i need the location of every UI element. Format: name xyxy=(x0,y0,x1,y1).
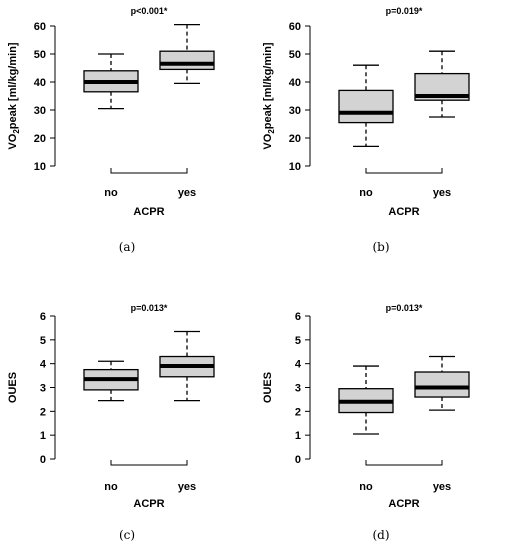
chart-title: p=0.013* xyxy=(386,303,423,313)
box-yes xyxy=(414,355,470,411)
x-tick-label: no xyxy=(359,187,373,199)
chart-panel-1: p=0.019* 10 20 30 40 50 60 VO2peak [ml/kg/min] n… xyxy=(262,6,470,218)
box-no xyxy=(338,64,394,148)
y-tick-label: 4 xyxy=(295,359,302,371)
y-tick-label: 6 xyxy=(40,311,46,323)
y-tick-label: 10 xyxy=(34,161,46,173)
y-tick-label: 60 xyxy=(34,21,46,33)
x-tick-label: no xyxy=(104,481,118,493)
iqr-box xyxy=(414,371,470,398)
box-yes xyxy=(159,330,215,402)
x-tick-label: yes xyxy=(178,481,196,493)
y-tick-label: 40 xyxy=(34,77,46,89)
x-axis-label: ACPR xyxy=(133,206,164,218)
x-tick-label: no xyxy=(104,187,118,199)
y-tick-label: 1 xyxy=(295,430,301,442)
y-tick-label: 30 xyxy=(289,105,301,117)
chart-title: p=0.013* xyxy=(131,303,168,313)
y-tick-label: 60 xyxy=(289,21,301,33)
iqr-box xyxy=(159,50,215,71)
chart-panel-2: p=0.013* 0 1 2 3 4 5 6 OUES no yes ACPR xyxy=(7,303,215,510)
y-tick-label: 1 xyxy=(40,430,46,442)
y-tick-label: 4 xyxy=(40,359,47,371)
x-axis xyxy=(365,460,443,466)
y-tick-label: 2 xyxy=(40,406,46,418)
box-no xyxy=(83,53,139,110)
y-tick-label: 0 xyxy=(40,454,46,466)
x-axis-label: ACPR xyxy=(133,498,164,510)
caption-a: (a) xyxy=(118,240,136,254)
y-tick-label: 5 xyxy=(295,335,301,347)
y-tick-label: 0 xyxy=(295,454,301,466)
x-axis xyxy=(110,460,188,466)
x-tick-label: no xyxy=(359,481,373,493)
x-tick-label: yes xyxy=(178,187,196,199)
box-yes xyxy=(414,50,470,118)
chart-title: p<0.001* xyxy=(131,6,168,16)
chart-panel-0: p<0.001* 10 20 30 40 50 60 VO2peak [ml/kg/min] n… xyxy=(7,6,215,218)
y-tick-label: 50 xyxy=(289,49,301,61)
y-tick-label: 2 xyxy=(295,406,301,418)
caption-b: (b) xyxy=(372,240,390,254)
y-axis-label: VO2peak [ml/kg/min] xyxy=(262,42,276,149)
box-no xyxy=(338,365,394,435)
caption-d: (d) xyxy=(372,528,390,542)
chart-panel-3: p=0.013* 0 1 2 3 4 5 6 OUES no yes ACPR xyxy=(262,303,470,510)
y-tick-label: 30 xyxy=(34,105,46,117)
y-tick-label: 5 xyxy=(40,335,46,347)
y-axis-label: VO2peak [ml/kg/min] xyxy=(7,42,21,149)
x-axis xyxy=(365,168,443,174)
y-tick-label: 20 xyxy=(289,133,301,145)
x-tick-label: yes xyxy=(433,187,451,199)
x-axis-label: ACPR xyxy=(388,498,419,510)
y-tick-label: 20 xyxy=(34,133,46,145)
box-yes xyxy=(159,23,215,85)
y-tick-label: 3 xyxy=(40,383,46,395)
y-tick-label: 6 xyxy=(295,311,301,323)
caption-c: (c) xyxy=(118,528,136,542)
y-tick-label: 40 xyxy=(289,77,301,89)
iqr-box xyxy=(338,89,394,124)
y-tick-label: 10 xyxy=(289,161,301,173)
y-tick-label: 50 xyxy=(34,49,46,61)
chart-title: p=0.019* xyxy=(386,6,423,16)
y-tick-label: 3 xyxy=(295,383,301,395)
x-axis-label: ACPR xyxy=(388,206,419,218)
y-axis-label: OUES xyxy=(7,372,19,403)
x-axis xyxy=(110,168,188,174)
box-no xyxy=(83,360,139,402)
y-axis-label: OUES xyxy=(262,372,274,403)
x-tick-label: yes xyxy=(433,481,451,493)
